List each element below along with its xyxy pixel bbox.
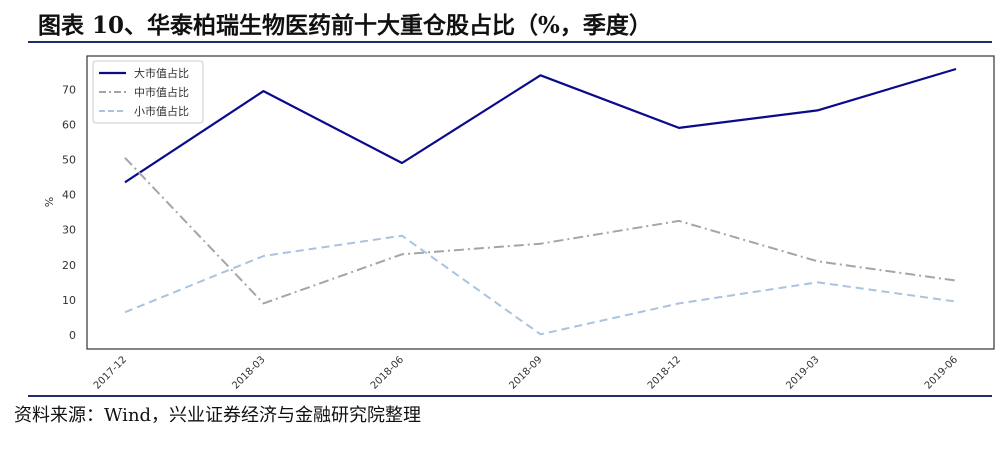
series-lines xyxy=(124,67,957,336)
plot-frame xyxy=(86,55,995,350)
x-tick-label: 2018-03 xyxy=(230,354,267,391)
y-tick-label: 60 xyxy=(62,118,76,131)
footer-rule xyxy=(28,395,992,397)
legend-label: 小市值占比 xyxy=(134,104,189,118)
x-tick-label: 2017-12 xyxy=(92,354,129,391)
y-tick-label: 10 xyxy=(62,294,76,307)
y-tick-label: 70 xyxy=(62,83,76,96)
x-tick-label: 2018-09 xyxy=(507,354,544,391)
source-note: 资料来源：Wind，兴业证券经济与金融研究院整理 xyxy=(14,405,422,426)
y-tick-label: 30 xyxy=(62,224,76,237)
series-line-2 xyxy=(124,234,957,336)
y-tick-label: 20 xyxy=(62,259,76,272)
x-tick-label: 2019-06 xyxy=(923,354,960,391)
y-tick-label: 50 xyxy=(62,154,76,167)
legend-label: 大市值占比 xyxy=(134,66,189,80)
y-tick-label: 40 xyxy=(62,189,76,202)
header-rule xyxy=(28,41,992,43)
x-tick-label: 2018-12 xyxy=(646,354,683,391)
series-line-1 xyxy=(124,157,957,305)
y-axis-label: % xyxy=(43,197,56,207)
x-ticks: 2017-12 2018-03 2018-06 2018-09 2018-12 2019-… xyxy=(92,354,960,391)
x-tick-label: 2019-03 xyxy=(784,354,821,391)
y-ticks: 0 10 20 30 40 50 60 70 xyxy=(62,83,76,342)
legend-label: 中市值占比 xyxy=(134,85,189,99)
chart-title: 图表 10、华泰柏瑞生物医药前十大重仓股占比（%，季度） xyxy=(38,12,652,39)
y-tick-label: 0 xyxy=(69,329,76,342)
legend-box xyxy=(92,60,204,124)
series-line-0 xyxy=(124,67,957,184)
x-tick-label: 2018-06 xyxy=(369,354,406,391)
